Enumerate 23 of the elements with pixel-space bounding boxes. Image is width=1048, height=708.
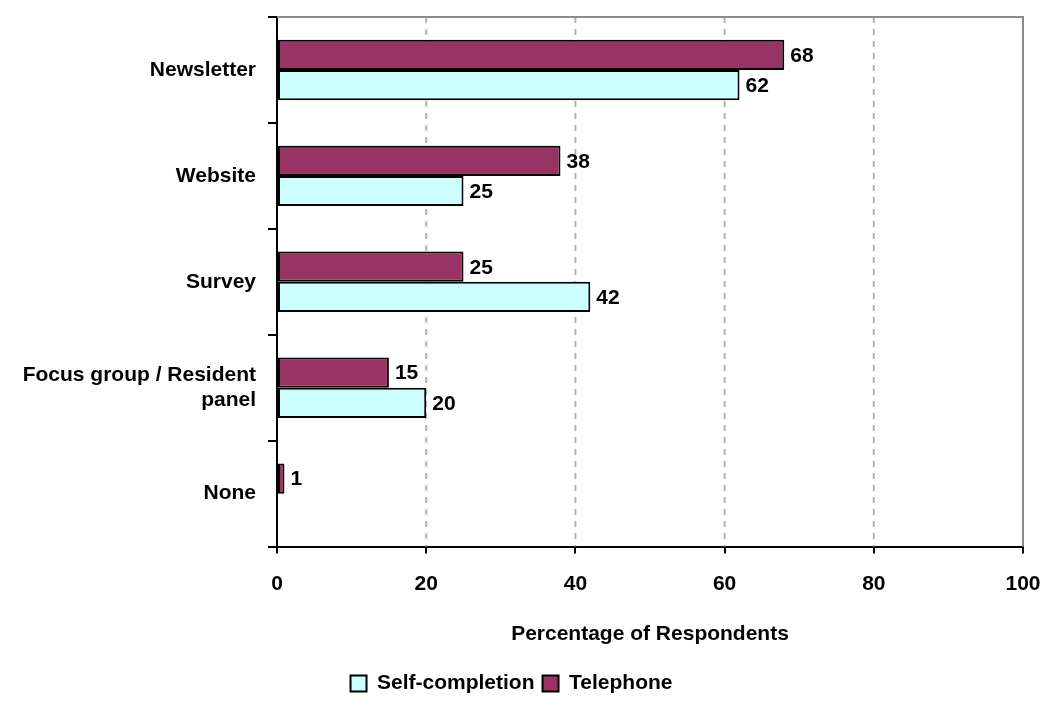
x-tick-label: 60 xyxy=(712,571,737,594)
data-label: 62 xyxy=(745,72,769,96)
data-label: 25 xyxy=(469,178,494,202)
x-tick-label: 80 xyxy=(862,571,886,594)
data-label: 1 xyxy=(290,466,303,490)
x-tick-label: 100 xyxy=(1005,571,1041,594)
y-tick-label: None xyxy=(203,480,256,504)
x-axis-title: Percentage of Respondents xyxy=(511,621,789,645)
data-label: 15 xyxy=(394,360,419,384)
y-tick-label: Website xyxy=(175,162,256,186)
x-tick-label: 0 xyxy=(271,571,283,594)
data-label: 20 xyxy=(432,390,456,414)
data-label: 42 xyxy=(596,284,620,308)
x-tick-label: 20 xyxy=(414,571,438,594)
y-tick-label: Survey xyxy=(185,268,257,292)
data-label: 68 xyxy=(790,42,814,66)
y-tick-label: Newsletter xyxy=(149,56,256,80)
x-tick-label: 40 xyxy=(563,571,588,594)
data-label: 25 xyxy=(469,254,494,278)
y-tick-label: Focus group / Resident panel xyxy=(22,361,256,411)
legend-label: Telephone xyxy=(569,670,673,694)
legend-label: Self-completion xyxy=(377,670,535,694)
data-label: 38 xyxy=(566,148,591,172)
